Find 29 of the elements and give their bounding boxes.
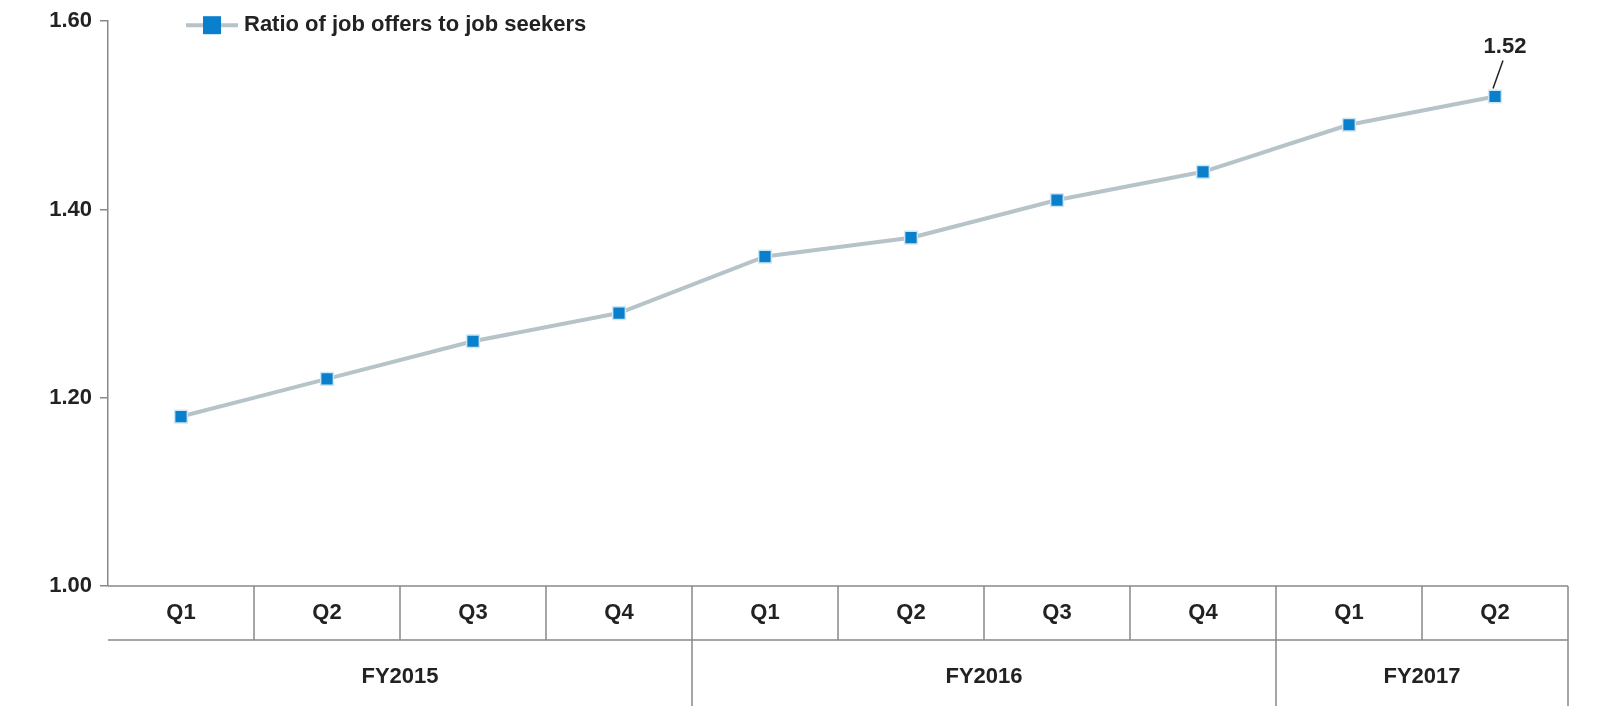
x-tick-label: Q4: [604, 599, 635, 625]
legend-label: Ratio of job offers to job seekers: [244, 11, 587, 37]
x-tick-label: Q1: [750, 599, 780, 625]
x-tick-label: Q2: [896, 599, 926, 625]
point: [757, 249, 773, 264]
point: [611, 305, 627, 321]
y-tick-label: 1.60: [49, 7, 92, 33]
data-label: 1.52: [1483, 32, 1527, 58]
point: [1487, 89, 1503, 104]
point: [465, 334, 481, 349]
point: [1049, 192, 1065, 208]
y-tick-label: 1.40: [49, 195, 92, 221]
text: FY2016: [945, 663, 1023, 689]
point: [1341, 117, 1357, 132]
x-tick-label: Q3: [1042, 599, 1072, 625]
x-tick-label: Q2: [1480, 599, 1510, 625]
point: [319, 371, 335, 387]
text: FY2015: [361, 663, 439, 689]
text: FY2017: [1383, 663, 1461, 689]
point: [1195, 164, 1211, 179]
point: [173, 409, 189, 424]
x-tick-label: Q1: [166, 599, 196, 625]
x-tick-label: Q3: [458, 599, 488, 625]
x-tick-label: Q2: [312, 599, 342, 625]
x-tick-label: Q4: [1188, 599, 1219, 625]
y-tick-label: 1.20: [49, 383, 92, 409]
y-tick-label: 1.00: [49, 572, 92, 598]
x-tick-label: Q1: [1334, 599, 1364, 625]
point: [903, 230, 919, 245]
